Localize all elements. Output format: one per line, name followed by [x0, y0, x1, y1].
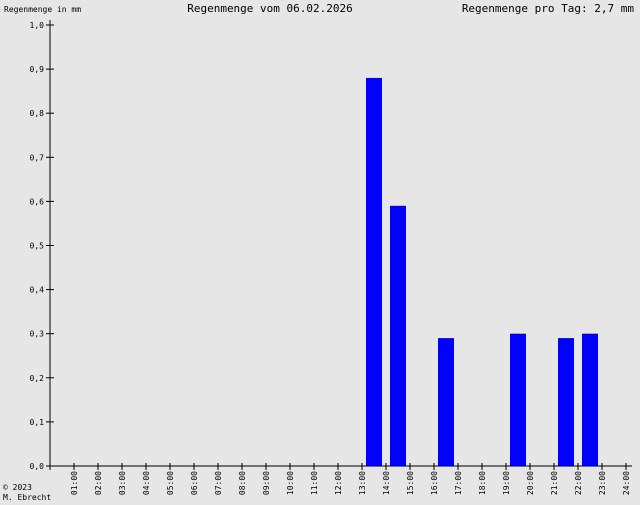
x-tick-label: 06:00	[190, 471, 199, 495]
x-tick-label: 01:00	[70, 471, 79, 495]
y-tick-label: 0,8	[30, 109, 45, 118]
y-tick-label: 1,0	[30, 21, 45, 30]
y-tick-label: 0,3	[30, 330, 45, 339]
x-tick-label: 10:00	[286, 471, 295, 495]
x-tick-label: 22:00	[574, 471, 583, 495]
y-tick-label: 0,2	[30, 374, 45, 383]
x-tick-label: 09:00	[262, 471, 271, 495]
x-tick-label: 23:00	[598, 471, 607, 495]
x-tick-label: 02:00	[94, 471, 103, 495]
bar-2100	[558, 338, 574, 466]
y-axis-title: Regenmenge in mm	[4, 5, 81, 14]
x-tick-label: 13:00	[358, 471, 367, 495]
daily-total-label: Regenmenge pro Tag: 2,7 mm	[462, 2, 635, 15]
x-ticks-group: 01:00 02:00 03:00 04:00 05:00 06:00 07:00 08:00…	[70, 463, 631, 495]
bar-1300	[366, 77, 382, 467]
bars-group	[366, 77, 598, 467]
x-tick-label: 21:00	[550, 471, 559, 495]
y-tick-label: 0,6	[30, 197, 45, 206]
x-tick-label: 12:00	[334, 471, 343, 495]
x-tick-label: 24:00	[622, 471, 631, 495]
x-tick-label: 18:00	[478, 471, 487, 495]
y-ticks-group: 0,0 0,1 0,2 0,3 0,4 0,5 0,6 0,7 0,8 0,9 1,0	[30, 21, 54, 471]
bar-1900	[510, 333, 526, 466]
y-tick-label: 0,5	[30, 242, 45, 251]
x-tick-label: 17:00	[454, 471, 463, 495]
copyright-text: © 2023	[3, 483, 32, 492]
x-tick-label: 19:00	[502, 471, 511, 495]
x-tick-label: 05:00	[166, 471, 175, 495]
x-tick-label: 11:00	[310, 471, 319, 495]
x-tick-label: 08:00	[238, 471, 247, 495]
y-tick-label: 0,0	[30, 462, 45, 471]
y-tick-label: 0,9	[30, 65, 45, 74]
x-tick-label: 15:00	[406, 471, 415, 495]
x-tick-label: 03:00	[118, 471, 127, 495]
bar-2200	[582, 333, 598, 466]
y-tick-label: 0,7	[30, 153, 45, 162]
y-tick-label: 0,4	[30, 286, 45, 295]
axes-group	[46, 20, 632, 470]
x-tick-label: 04:00	[142, 471, 151, 495]
x-tick-label: 20:00	[526, 471, 535, 495]
x-tick-label: 07:00	[214, 471, 223, 495]
x-tick-label: 14:00	[382, 471, 391, 495]
bar-1600	[438, 338, 454, 466]
x-tick-label: 16:00	[430, 471, 439, 495]
author-text: M. Ebrecht	[3, 493, 51, 502]
chart-title: Regenmenge vom 06.02.2026	[187, 2, 353, 15]
y-tick-label: 0,1	[30, 418, 45, 427]
bar-1400	[390, 205, 406, 466]
